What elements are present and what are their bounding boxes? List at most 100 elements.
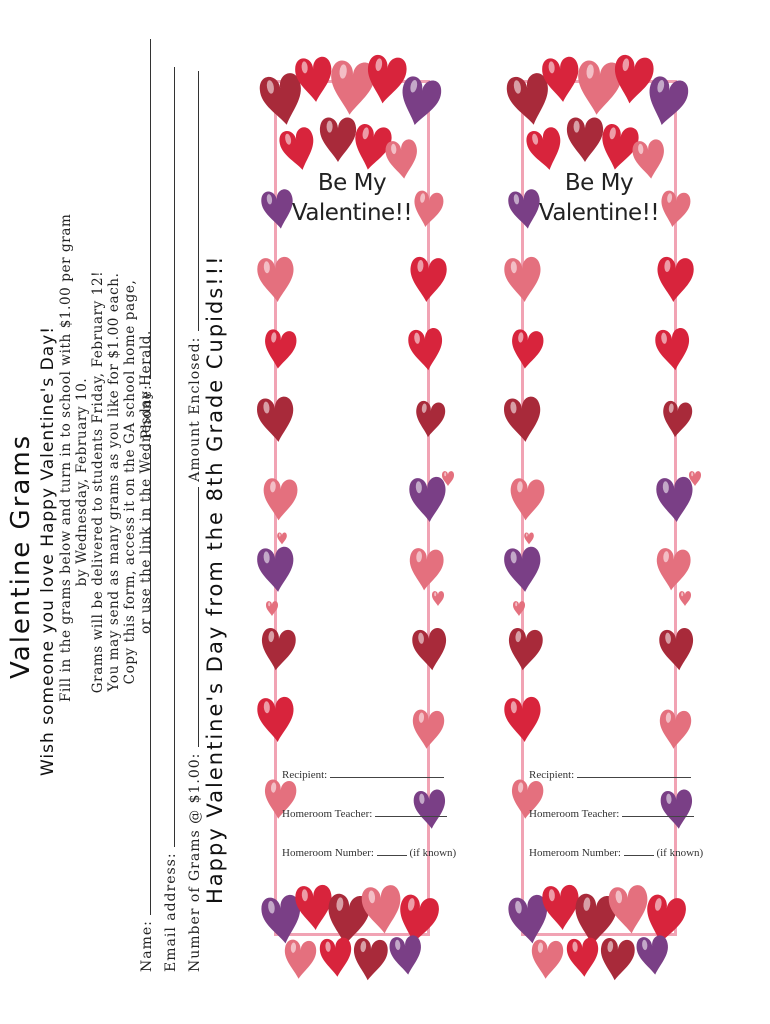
recipient-label: Recipient:	[282, 769, 328, 781]
heart-icon	[504, 396, 541, 442]
name-field-row: Name: Phone:	[138, 38, 155, 972]
homeroom-number-label: Homeroom Number:	[529, 847, 621, 859]
heart-icon	[328, 893, 370, 946]
homeroom-teacher-field[interactable]	[375, 806, 448, 817]
heart-icon	[566, 937, 599, 977]
recipient-label: Recipient:	[529, 769, 575, 781]
if-known-note: (if known)	[656, 847, 704, 859]
recipient-field[interactable]	[329, 767, 444, 778]
email-label: Email address:	[163, 852, 179, 972]
heart-icon	[263, 478, 298, 521]
heart-icon	[661, 190, 691, 228]
heart-icon	[261, 894, 301, 944]
heart-icon	[510, 478, 545, 521]
heart-icon	[524, 532, 534, 545]
heart-icon	[511, 779, 544, 819]
heart-icon	[632, 139, 664, 179]
grams-field-row: Number of Grams @ $1.00: Amount Enclosed…	[186, 71, 203, 972]
heart-icon	[636, 935, 668, 975]
heart-icon	[409, 477, 446, 522]
heart-icon	[600, 938, 635, 981]
heart-icon	[657, 257, 694, 302]
heart-icon	[504, 546, 541, 592]
homeroom-teacher-row: Homeroom Teacher:	[529, 806, 695, 820]
heart-icon	[353, 938, 388, 981]
if-known-note: (if known)	[409, 847, 457, 859]
heart-icon	[400, 894, 439, 944]
recipient-row: Recipient:	[282, 767, 444, 781]
phone-label: Phone:	[139, 384, 155, 440]
heart-icon	[331, 60, 375, 115]
heart-border	[257, 54, 455, 981]
heart-icon	[264, 779, 297, 819]
heart-icon	[277, 532, 287, 545]
heart-icon	[508, 628, 543, 671]
heart-icon	[441, 471, 455, 486]
homeroom-teacher-row: Homeroom Teacher:	[282, 806, 448, 820]
instruction-line: You may send as many grams as you like f…	[106, 272, 122, 692]
name-field[interactable]	[138, 444, 151, 915]
instruction-line: by Wednesday, February 10.	[74, 377, 90, 587]
heart-icon	[508, 894, 548, 944]
heart-icon	[319, 117, 357, 162]
heart-icon	[257, 697, 294, 742]
heart-icon	[261, 628, 296, 671]
name-label: Name:	[139, 920, 155, 972]
homeroom-teacher-field[interactable]	[622, 806, 695, 817]
heart-icon	[319, 937, 352, 977]
homeroom-number-field[interactable]	[623, 845, 654, 856]
number-of-grams-field[interactable]	[186, 487, 199, 748]
heading-line-2: Valentine!!	[538, 200, 660, 226]
heart-icon	[389, 935, 421, 975]
heart-icon	[614, 54, 654, 104]
amount-enclosed-field[interactable]	[186, 71, 199, 332]
heart-icon	[257, 257, 294, 302]
heart-icon	[355, 124, 392, 170]
heart-icon	[416, 400, 446, 438]
heart-icon	[410, 257, 447, 302]
closing-message: Happy Valentine's Day from the 8th Grade…	[203, 254, 227, 904]
heart-icon	[504, 697, 541, 742]
heading-line-1: Be My	[564, 170, 634, 196]
heart-icon	[578, 60, 622, 115]
heart-icon	[361, 885, 401, 934]
phone-field[interactable]	[138, 38, 151, 379]
heart-icon	[602, 124, 639, 170]
email-field[interactable]	[162, 66, 175, 847]
heart-icon	[659, 628, 694, 671]
heart-icon	[414, 190, 444, 228]
valentine-grams-form: Valentine Grams Wish someone you love Ha…	[0, 0, 260, 1024]
heading-line-2: Valentine!!	[291, 200, 413, 226]
heart-icon	[504, 257, 541, 302]
homeroom-number-field[interactable]	[376, 845, 407, 856]
homeroom-number-row: Homeroom Number: (if known)	[529, 845, 703, 859]
heart-icon	[512, 329, 544, 369]
form-title: Valentine Grams	[6, 433, 36, 679]
heart-icon	[265, 329, 297, 369]
heart-icon	[659, 709, 692, 749]
heart-icon	[678, 591, 692, 606]
card-heading: Be My Valentine!!	[252, 168, 452, 228]
heart-icon	[367, 54, 407, 104]
heart-icon	[649, 76, 689, 126]
heart-icon	[608, 885, 648, 934]
instruction-line: Fill in the grams below and turn in to s…	[58, 213, 74, 702]
email-field-row: Email address:	[162, 66, 179, 972]
recipient-field[interactable]	[576, 767, 691, 778]
heart-icon	[295, 885, 332, 930]
valentine-card-2: Be My Valentine!! Recipient: Homeroom Te…	[499, 38, 703, 986]
heart-icon	[284, 939, 317, 979]
homeroom-number-row: Homeroom Number: (if known)	[282, 845, 456, 859]
recipient-row: Recipient:	[529, 767, 691, 781]
heart-icon	[412, 628, 447, 671]
heart-icon	[531, 939, 564, 979]
form-subtitle: Wish someone you love Happy Valentine's …	[38, 325, 58, 776]
heart-icon	[506, 73, 548, 125]
heart-icon	[656, 477, 693, 522]
heart-icon	[265, 601, 279, 616]
number-of-grams-label: Number of Grams @ $1.00:	[187, 752, 203, 972]
heart-icon	[566, 117, 604, 162]
amount-enclosed-label: Amount Enclosed:	[187, 336, 203, 482]
heading-line-1: Be My	[317, 170, 387, 196]
heart-icon	[431, 591, 445, 606]
